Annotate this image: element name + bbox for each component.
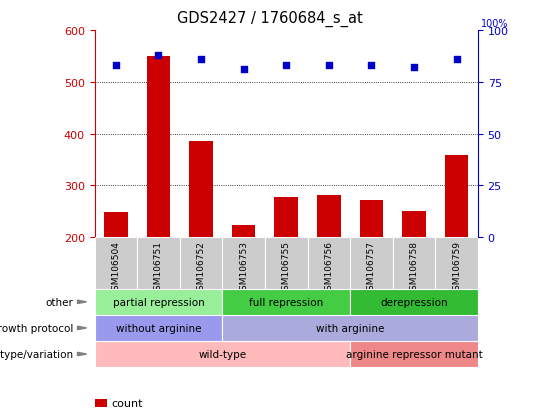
Text: derepression: derepression [380, 297, 448, 307]
Point [410, 65, 418, 71]
Polygon shape [78, 352, 86, 356]
Text: GSM106752: GSM106752 [197, 240, 206, 295]
Text: full repression: full repression [249, 297, 323, 307]
Polygon shape [78, 300, 86, 304]
Bar [137, 237, 180, 289]
Bar [94, 399, 107, 408]
Text: GSM106759: GSM106759 [452, 240, 461, 295]
Bar [222, 289, 350, 315]
Bar [232, 225, 255, 237]
Text: with arginine: with arginine [316, 323, 384, 333]
Point [239, 67, 248, 74]
Bar [360, 200, 383, 237]
Text: count: count [111, 399, 143, 408]
Bar [147, 57, 170, 237]
Text: GSM106756: GSM106756 [325, 240, 333, 295]
Bar [104, 213, 127, 237]
Text: arginine repressor mutant: arginine repressor mutant [346, 349, 482, 359]
Bar [350, 237, 393, 289]
Bar [350, 341, 478, 367]
Bar [180, 237, 222, 289]
Bar [350, 289, 478, 315]
Text: partial repression: partial repression [112, 297, 204, 307]
Bar [445, 156, 468, 237]
Bar [94, 237, 137, 289]
Text: GSM106753: GSM106753 [239, 240, 248, 295]
Text: GSM106757: GSM106757 [367, 240, 376, 295]
Point [197, 57, 205, 63]
Text: growth protocol: growth protocol [0, 323, 73, 333]
Text: other: other [46, 297, 73, 307]
Bar [393, 237, 435, 289]
Bar [222, 237, 265, 289]
Bar [94, 315, 222, 341]
Bar [435, 237, 478, 289]
Text: GDS2427 / 1760684_s_at: GDS2427 / 1760684_s_at [177, 10, 363, 26]
Point [282, 63, 291, 69]
Text: without arginine: without arginine [116, 323, 201, 333]
Bar [190, 142, 213, 237]
Point [367, 63, 376, 69]
Bar [307, 237, 350, 289]
Text: GSM106755: GSM106755 [282, 240, 291, 295]
Polygon shape [78, 326, 86, 330]
Point [154, 52, 163, 59]
Text: GSM106758: GSM106758 [409, 240, 418, 295]
Text: genotype/variation: genotype/variation [0, 349, 73, 359]
Text: wild-type: wild-type [198, 349, 246, 359]
Text: GSM106751: GSM106751 [154, 240, 163, 295]
Bar [265, 237, 307, 289]
Point [453, 57, 461, 63]
Point [111, 63, 120, 69]
Text: GSM106504: GSM106504 [111, 240, 120, 295]
Point [325, 63, 333, 69]
Bar [274, 198, 298, 237]
Bar [94, 289, 222, 315]
Bar [402, 211, 426, 237]
Bar [317, 195, 341, 237]
Bar [222, 315, 478, 341]
Bar [94, 341, 350, 367]
Text: 100%: 100% [481, 19, 508, 29]
